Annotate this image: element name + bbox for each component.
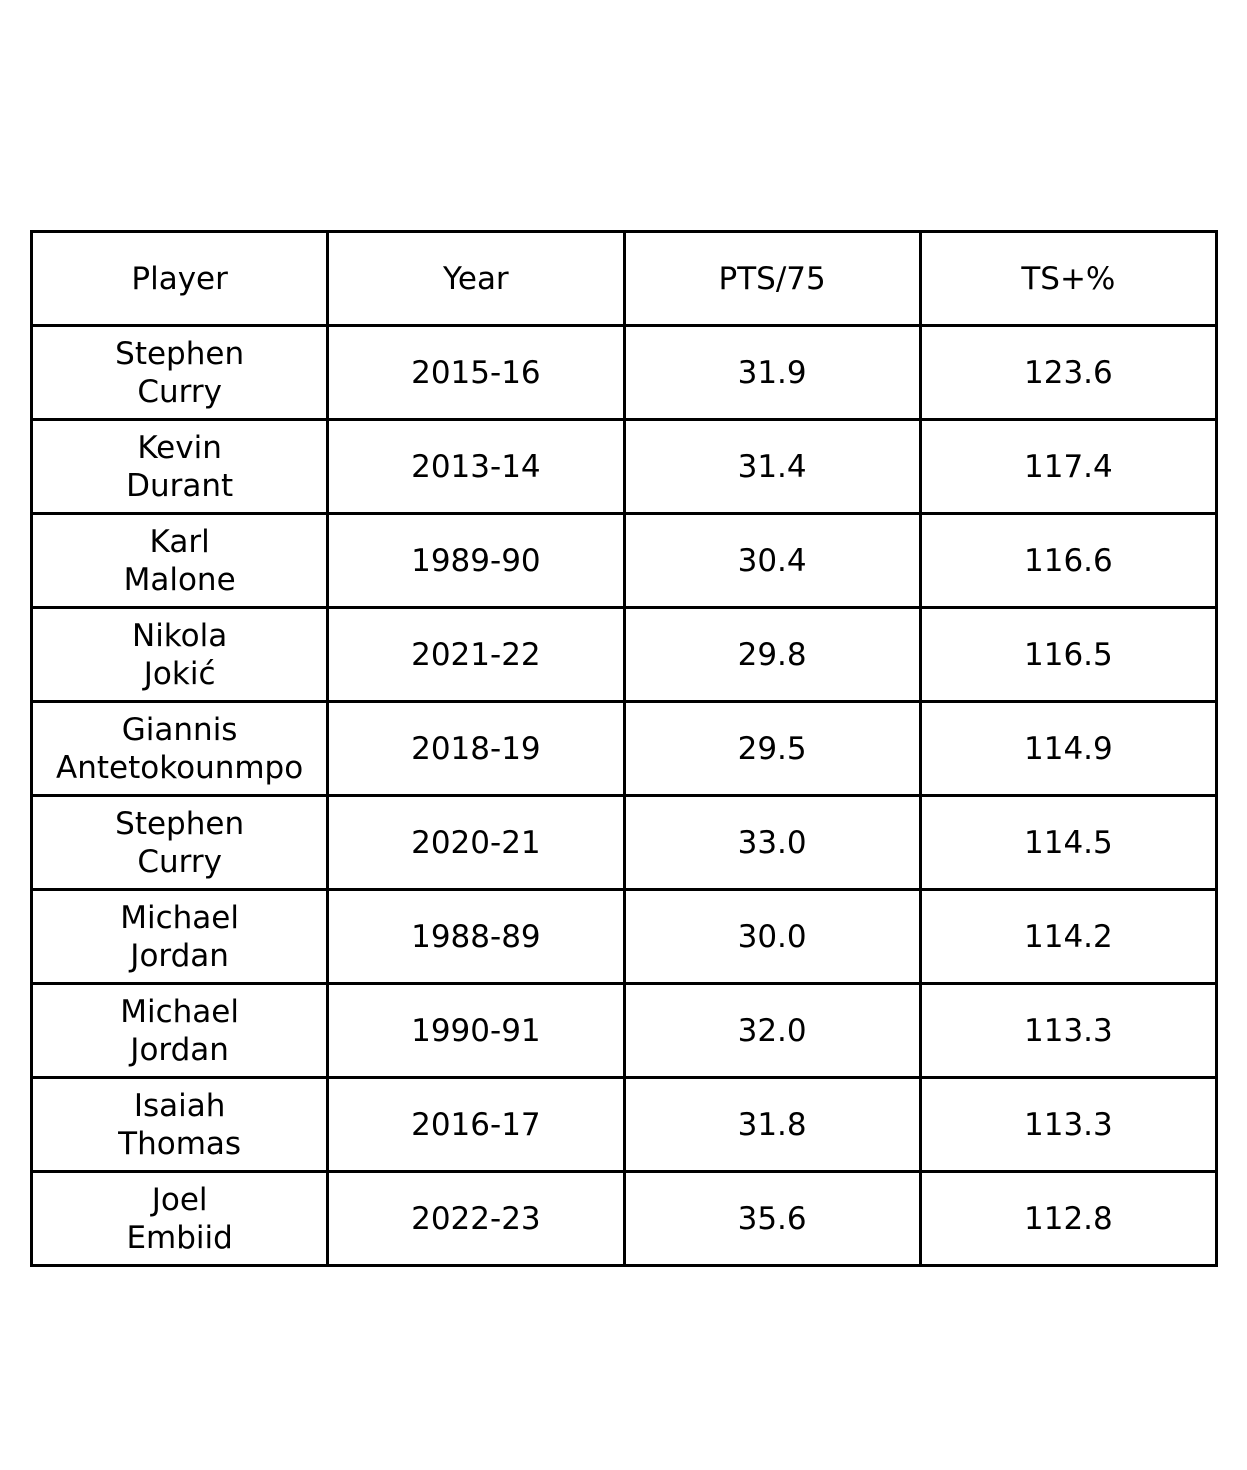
player-name-line: Joel [151, 1181, 208, 1218]
table-row: Isaiah Thomas 2016-17 31.8 113.3 [29, 1076, 1219, 1173]
cell-pts75: 32.0 [622, 982, 922, 1079]
table-row: Giannis Antetokounmpo 2018-19 29.5 114.9 [29, 700, 1219, 797]
player-name-line: Michael [120, 899, 239, 936]
cell-player: Giannis Antetokounmpo [29, 700, 330, 797]
cell-year: 2013-14 [326, 418, 626, 515]
player-name-line: Curry [137, 373, 222, 410]
player-name-line: Malone [123, 561, 236, 598]
cell-tsplus: 117.4 [918, 418, 1219, 515]
cell-year: 1990-91 [326, 982, 626, 1079]
player-name-line: Michael [120, 993, 239, 1030]
cell-tsplus: 123.6 [918, 324, 1219, 421]
table-row: Karl Malone 1989-90 30.4 116.6 [29, 512, 1219, 609]
cell-player: Stephen Curry [29, 794, 330, 891]
cell-tsplus: 113.3 [918, 982, 1219, 1079]
cell-year: 2020-21 [326, 794, 626, 891]
player-name-line: Embiid [126, 1219, 233, 1256]
cell-player: Michael Jordan [29, 888, 330, 985]
cell-pts75: 30.4 [622, 512, 922, 609]
cell-player: Joel Embiid [29, 1170, 330, 1267]
cell-tsplus: 114.2 [918, 888, 1219, 985]
player-name-line: Giannis [121, 711, 238, 748]
player-name-line: Stephen [115, 805, 245, 842]
cell-pts75: 29.8 [622, 606, 922, 703]
player-name-line: Kevin [137, 429, 222, 466]
stats-table-container: Player Year PTS/75 TS+% Stephen Curry 2015… [29, 230, 1219, 1267]
cell-tsplus: 116.6 [918, 512, 1219, 609]
cell-pts75: 33.0 [622, 794, 922, 891]
player-name-line: Thomas [118, 1125, 242, 1162]
stats-table: Player Year PTS/75 TS+% Stephen Curry 2015… [29, 230, 1219, 1267]
table-row: Stephen Curry 2015-16 31.9 123.6 [29, 324, 1219, 421]
cell-player: Kevin Durant [29, 418, 330, 515]
cell-year: 1989-90 [326, 512, 626, 609]
player-name-line: Jordan [130, 937, 229, 974]
cell-tsplus: 116.5 [918, 606, 1219, 703]
cell-tsplus: 114.5 [918, 794, 1219, 891]
cell-year: 1988-89 [326, 888, 626, 985]
cell-pts75: 31.4 [622, 418, 922, 515]
cell-pts75: 30.0 [622, 888, 922, 985]
cell-pts75: 29.5 [622, 700, 922, 797]
table-body: Stephen Curry 2015-16 31.9 123.6 Kevin Durant 2… [29, 324, 1219, 1267]
cell-pts75: 31.9 [622, 324, 922, 421]
table-row: Kevin Durant 2013-14 31.4 117.4 [29, 418, 1219, 515]
cell-year: 2016-17 [326, 1076, 626, 1173]
table-row: Joel Embiid 2022-23 35.6 112.8 [29, 1170, 1219, 1267]
cell-tsplus: 113.3 [918, 1076, 1219, 1173]
cell-pts75: 31.8 [622, 1076, 922, 1173]
cell-player: Stephen Curry [29, 324, 330, 421]
cell-pts75: 35.6 [622, 1170, 922, 1267]
cell-year: 2022-23 [326, 1170, 626, 1267]
cell-tsplus: 112.8 [918, 1170, 1219, 1267]
header-player: Player [29, 230, 330, 327]
cell-player: Isaiah Thomas [29, 1076, 330, 1173]
player-name-line: Curry [137, 843, 222, 880]
table-row: Michael Jordan 1990-91 32.0 113.3 [29, 982, 1219, 1079]
cell-year: 2021-22 [326, 606, 626, 703]
player-name-line: Isaiah [133, 1087, 226, 1124]
player-name-line: Karl [149, 523, 210, 560]
cell-player: Karl Malone [29, 512, 330, 609]
header-row: Player Year PTS/75 TS+% [29, 230, 1219, 327]
cell-year: 2015-16 [326, 324, 626, 421]
player-name-line: Antetokounmpo [56, 749, 304, 786]
cell-year: 2018-19 [326, 700, 626, 797]
table-row: Stephen Curry 2020-21 33.0 114.5 [29, 794, 1219, 891]
player-name-line: Jordan [130, 1031, 229, 1068]
header-year: Year [326, 230, 626, 327]
header-pts75: PTS/75 [622, 230, 922, 327]
header-tsplus: TS+% [918, 230, 1219, 327]
player-name-line: Jokić [143, 655, 216, 692]
player-name-line: Durant [126, 467, 234, 504]
table-row: Nikola Jokić 2021-22 29.8 116.5 [29, 606, 1219, 703]
table-row: Michael Jordan 1988-89 30.0 114.2 [29, 888, 1219, 985]
cell-player: Nikola Jokić [29, 606, 330, 703]
player-name-line: Stephen [115, 335, 245, 372]
cell-tsplus: 114.9 [918, 700, 1219, 797]
player-name-line: Nikola [132, 617, 228, 654]
cell-player: Michael Jordan [29, 982, 330, 1079]
